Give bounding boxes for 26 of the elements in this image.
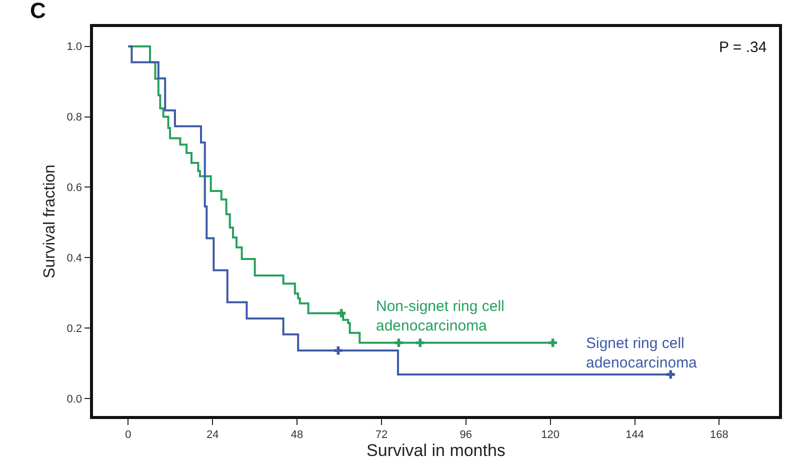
y-axis-title: Survival fraction (42, 164, 59, 278)
x-tick-label: 96 (460, 428, 472, 441)
x-tick-label: 72 (375, 428, 388, 441)
x-axis-title: Survival in months (366, 440, 506, 460)
x-tick-label: 48 (290, 428, 304, 441)
point (548, 338, 557, 347)
series-label: Signet ring cell adenocarcinoma (586, 335, 698, 372)
x-tick-label: 120 (541, 428, 560, 441)
series-label: Non-signet ring cell adenocarcinoma (376, 298, 504, 334)
point (666, 370, 675, 379)
y-tick-label: 0.8 (66, 112, 82, 124)
x-tick-label: 0 (125, 428, 132, 441)
text: C (30, 0, 46, 23)
point (334, 346, 342, 355)
y-tick-label: 0.0 (66, 393, 82, 406)
y-tick-label: 0.2 (66, 322, 82, 335)
x-tick-label: 24 (206, 428, 219, 441)
point (394, 338, 403, 347)
x-tick-label: 144 (626, 428, 644, 441)
point (416, 338, 424, 347)
y-tick-label: 1.0 (66, 41, 82, 54)
point (337, 309, 346, 318)
annotation: P = .34 (719, 39, 767, 56)
y-tick-label: 0.6 (66, 182, 82, 194)
x-tick-label: 168 (710, 428, 728, 441)
y-tick-label: 0.4 (66, 252, 82, 264)
